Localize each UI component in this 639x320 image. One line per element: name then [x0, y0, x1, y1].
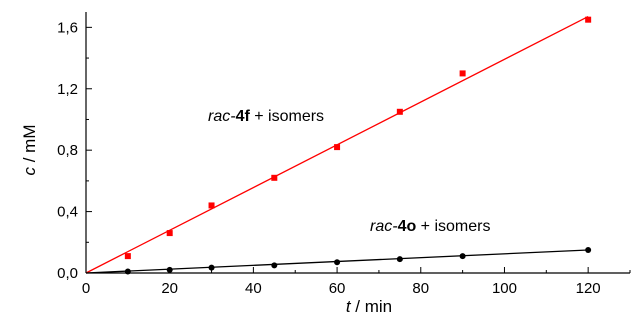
y-axis-title: c / mM: [20, 125, 39, 176]
x-axis-title: t / min: [346, 297, 392, 316]
y-tick-label: 1,6: [57, 19, 78, 36]
data-point-series-1: [208, 202, 215, 209]
x-tick-label: 0: [82, 280, 90, 297]
annotation-series-2: rac-4o + isomers: [370, 218, 490, 235]
data-point-series-1: [166, 230, 173, 237]
data-point-series-1: [585, 16, 592, 23]
data-point-series-1: [334, 144, 341, 151]
x-tick-label: 120: [576, 280, 601, 297]
data-point-series-1: [124, 253, 131, 260]
x-tick-label: 60: [329, 280, 346, 297]
y-tick-label: 1,2: [57, 81, 78, 98]
y-tick-label: 0,8: [57, 142, 78, 159]
data-point-series-1: [271, 174, 278, 181]
x-tick-label: 40: [245, 280, 262, 297]
plot-axes: [85, 12, 630, 274]
x-tick-label: 20: [161, 280, 178, 297]
data-point-series-2: [271, 262, 278, 269]
y-tick-label: 0,4: [57, 204, 78, 221]
data-point-series-2: [459, 253, 466, 260]
data-point-series-1: [396, 108, 403, 115]
data-point-series-2: [585, 246, 592, 253]
data-point-series-1: [459, 70, 466, 77]
data-point-series-2: [208, 264, 215, 271]
data-points: [124, 16, 592, 275]
annotation-series-1: rac-4f + isomers: [208, 108, 324, 125]
data-point-series-2: [396, 256, 403, 263]
y-tick-label: 0,0: [57, 265, 78, 282]
axis-ticks: 0 20 40 60 80 100 120 0,0 0,4 0,8 1,2 1,6: [57, 19, 631, 297]
x-tick-label: 100: [492, 280, 517, 297]
x-tick-label: 80: [412, 280, 429, 297]
data-point-series-2: [334, 259, 341, 266]
